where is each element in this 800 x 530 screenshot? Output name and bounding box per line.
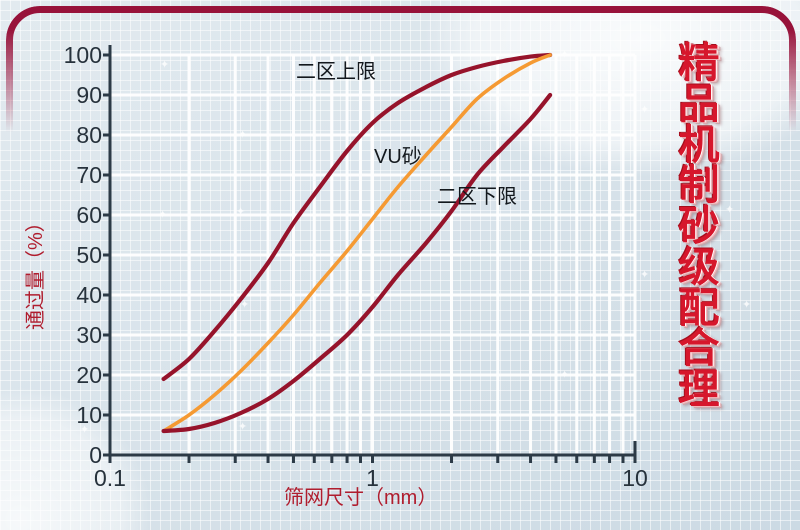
series-curve-1 — [161, 53, 552, 433]
headline-char: 级 — [678, 242, 720, 291]
y-tick-label: 0 — [89, 442, 102, 468]
y-tick-label: 20 — [76, 362, 102, 388]
headline-char: 机 — [678, 120, 720, 169]
chart-curves — [161, 52, 553, 434]
series-label-vu-sand: VU砂 — [374, 146, 422, 168]
y-tick-label: 30 — [76, 322, 102, 348]
x-tick-label: 0.1 — [94, 465, 126, 491]
headline-char: 配 — [678, 283, 720, 332]
y-tick-label: 40 — [76, 282, 102, 308]
y-axis-title: 通过量（%） — [25, 212, 47, 330]
headline-char: 砂 — [678, 202, 720, 251]
y-tick-label: 100 — [63, 42, 102, 68]
series-curve-2 — [161, 92, 553, 434]
headline-char: 合 — [678, 324, 720, 373]
headline-char: 理 — [678, 365, 720, 414]
headline-char: 精 — [678, 39, 720, 87]
y-tick-label: 80 — [76, 122, 102, 148]
poster-headline: 精品机制砂级配合理 — [662, 39, 736, 414]
y-tick-label: 50 — [76, 242, 102, 268]
x-tick-label: 10 — [622, 465, 648, 491]
chart-gridlines — [110, 53, 637, 455]
series-label-upper-limit: 二区上限 — [296, 61, 376, 83]
y-tick-label: 90 — [76, 82, 102, 108]
y-tick-label: 10 — [76, 402, 102, 428]
headline-char: 品 — [678, 79, 720, 128]
y-tick-label: 70 — [76, 162, 102, 188]
series-label-lower-limit: 二区下限 — [437, 186, 517, 208]
x-tick-label: 1 — [366, 465, 379, 491]
series-curve-0 — [161, 52, 553, 382]
headline-char: 制 — [678, 161, 720, 210]
x-axis-title: 筛网尺寸（mm） — [284, 487, 438, 509]
chart-axis-ticks — [103, 53, 637, 463]
y-tick-label: 60 — [76, 202, 102, 228]
